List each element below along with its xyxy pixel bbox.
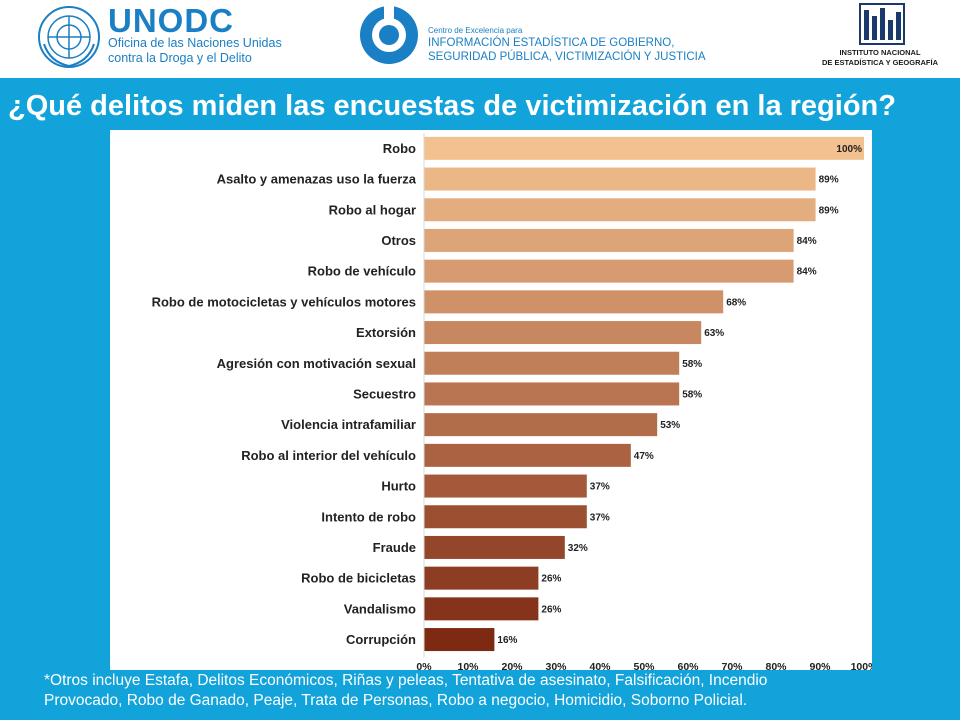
x-tick-label: 10% (457, 661, 479, 670)
centro-excelencia-line2: SEGURIDAD PÚBLICA, VICTIMIZACIÓN Y JUSTI… (428, 51, 706, 63)
x-tick-label: 90% (809, 661, 831, 670)
inegi-line2: DE ESTADÍSTICA Y GEOGRAFÍA (822, 58, 938, 67)
bar (424, 382, 680, 406)
chart-panel: Robo 100% Asalto y amenazas uso la fuerza 8… (110, 130, 872, 670)
bar (424, 198, 816, 222)
value-label: 58% (682, 389, 702, 400)
category-label: Robo de motocicletas y vehículos motores (152, 294, 416, 309)
inegi-line1: INSTITUTO NACIONAL (839, 48, 921, 57)
x-tick-label: 60% (677, 661, 699, 670)
bar (424, 597, 539, 621)
unodc-subtitle-line2: contra la Droga y el Delito (108, 51, 252, 65)
value-label: 16% (497, 635, 517, 646)
value-label: 89% (819, 205, 839, 216)
bar (424, 443, 631, 467)
value-label: 58% (682, 359, 702, 370)
category-label: Robo (383, 141, 416, 156)
x-tick-label: 30% (545, 661, 567, 670)
value-label: 84% (797, 236, 817, 247)
bar-chart: Robo 100% Asalto y amenazas uso la fuerza 8… (152, 133, 872, 670)
category-label: Extorsión (356, 325, 416, 340)
bar (424, 566, 539, 590)
bar (424, 535, 565, 559)
category-label: Robo de bicicletas (301, 571, 416, 586)
category-label: Fraude (373, 540, 416, 555)
slide-title: ¿Qué delitos miden las encuestas de vict… (8, 90, 896, 122)
value-label: 47% (634, 451, 654, 462)
bar (424, 413, 658, 437)
value-label: 26% (541, 574, 561, 585)
category-label: Asalto y amenazas uso la fuerza (217, 172, 417, 187)
bar (424, 167, 816, 191)
x-tick-label: 80% (765, 661, 787, 670)
value-label: 89% (819, 175, 839, 186)
value-label: 68% (726, 297, 746, 308)
category-label: Agresión con motivación sexual (217, 356, 416, 371)
category-label: Robo al hogar (329, 202, 416, 217)
bar (424, 228, 794, 252)
x-tick-label: 20% (501, 661, 523, 670)
bar (424, 290, 724, 314)
value-label: 37% (590, 512, 610, 523)
unodc-subtitle: Oficina de las Naciones Unidas contra la… (108, 36, 282, 66)
bar (424, 474, 587, 498)
footnote: *Otros incluye Estafa, Delitos Económico… (44, 671, 954, 711)
category-label: Corrupción (346, 632, 416, 647)
category-label: Robo de vehículo (308, 264, 416, 279)
header: UNODC Oficina de las Naciones Unidas con… (0, 0, 960, 78)
bar (424, 136, 864, 160)
value-label: 63% (704, 328, 724, 339)
unodc-name: UNODC (108, 2, 234, 39)
bar (424, 628, 495, 652)
unodc-subtitle-line1: Oficina de las Naciones Unidas (108, 36, 282, 50)
bar (424, 351, 680, 375)
value-label: 32% (568, 543, 588, 554)
inegi-logo-icon (859, 3, 905, 45)
x-tick-label: 100% (851, 661, 872, 670)
centro-excelencia-line1: INFORMACIÓN ESTADÍSTICA DE GOBIERNO, (428, 37, 675, 49)
inegi-name: INSTITUTO NACIONAL DE ESTADÍSTICA Y GEOG… (800, 48, 960, 68)
un-emblem-icon (38, 6, 100, 68)
category-label: Secuestro (353, 386, 416, 401)
category-label: Intento de robo (321, 509, 416, 524)
x-tick-label: 50% (633, 661, 655, 670)
value-label: 100% (836, 144, 862, 155)
category-label: Violencia intrafamiliar (281, 417, 416, 432)
value-label: 26% (541, 604, 561, 615)
category-label: Otros (381, 233, 416, 248)
centro-excelencia-small: Centro de Excelencia para (428, 26, 523, 35)
value-label: 53% (660, 420, 680, 431)
x-tick-label: 0% (416, 661, 432, 670)
x-tick-label: 40% (589, 661, 611, 670)
value-label: 37% (590, 482, 610, 493)
category-label: Hurto (381, 479, 416, 494)
centro-excelencia-text: Centro de Excelencia para INFORMACIÓN ES… (428, 26, 706, 64)
category-label: Vandalismo (344, 601, 416, 616)
bar (424, 321, 702, 345)
bar (424, 505, 587, 529)
footnote-line1: *Otros incluye Estafa, Delitos Económico… (44, 672, 768, 689)
value-label: 84% (797, 267, 817, 278)
x-tick-label: 70% (721, 661, 743, 670)
bar (424, 259, 794, 283)
centro-excelencia-logo-icon (360, 5, 418, 64)
footnote-line2: Provocado, Robo de Ganado, Peaje, Trata … (44, 692, 748, 709)
category-label: Robo al interior del vehículo (241, 448, 416, 463)
